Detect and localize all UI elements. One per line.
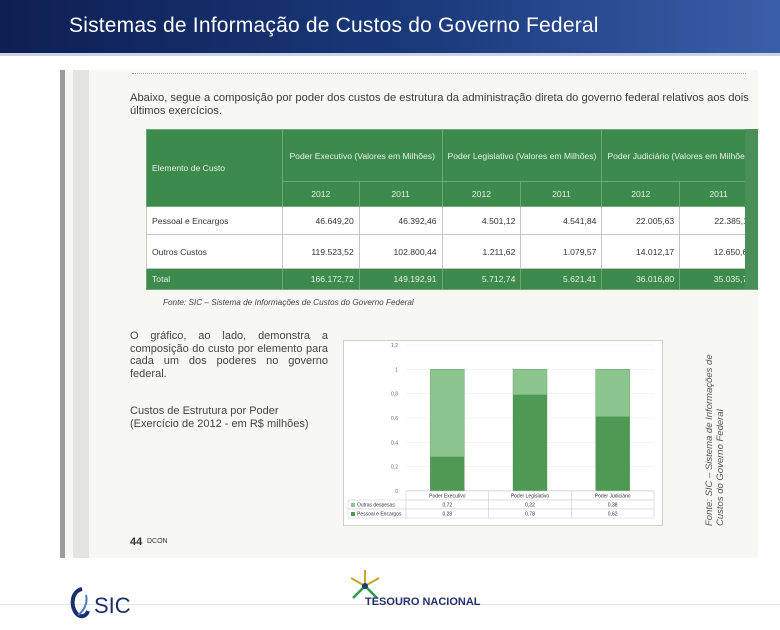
group-header-executivo: Poder Executivo (Valores em Milhões) [281,129,443,182]
year-header: 2011 [358,181,443,207]
bar-segment-outras [430,369,465,458]
data-label: 0,72 [442,503,452,509]
bar-segment-pessoal [512,394,548,492]
stacked-bar-chart: 0 0,2 0,4 0,6 0,8 1 1,2 Poder Executivo Poder Le… [343,340,663,526]
page-tag: DCON [147,538,168,545]
chart-source-vertical: Fonte: SIC – Sistema de Informações de C… [704,354,726,526]
legend-label: Outras despesas [357,503,395,509]
x-tick-label: Poder Executivo [429,494,466,500]
table-cell: 4.501,12 [441,206,522,235]
y-tick-label: 0,8 [391,392,398,398]
chart-svg: 0 0,2 0,4 0,6 0,8 1 1,2 Poder Executivo Poder Le… [347,343,655,519]
page-title: Sistemas de Informação de Custos do Gove… [69,14,599,37]
bar-segment-pessoal [595,416,630,492]
table-cell: 14.012,17 [601,234,681,269]
table-cell: 166.172,72 [281,268,360,290]
bar-segment-pessoal [430,456,465,492]
table-cell: 5.621,41 [520,268,603,290]
data-label: 0,28 [442,512,452,518]
sic-logo: SIC [70,585,144,626]
year-header: 2012 [601,181,681,207]
table-cell: 36.016,80 [601,268,681,290]
group-header-judiciario: Poder Judiciário (Valores em Milhões) [601,129,758,182]
year-header: 2011 [520,181,603,207]
legend-swatch [351,512,355,516]
svg-text:SIC: SIC [94,593,131,618]
chart-description: O gráfico, ao lado, demonstra a composiç… [130,330,328,380]
tesouro-nacional-wordmark: TESOURO NACIONAL [365,596,481,608]
cost-table: Elemento de Custo Poder Executivo (Valor… [146,129,758,290]
footer-divider [0,604,780,605]
row-label: Outros Custos [146,234,283,269]
table-cell: 149.192,91 [358,268,443,290]
row-label: Pessoal e Encargos [146,206,283,235]
year-header: 2012 [441,181,522,207]
page-number: 44 [130,536,143,548]
group-header-legislativo: Poder Legislativo (Valores em Milhões) [441,129,603,182]
page-green-edge [745,129,758,289]
x-tick-label: Poder Judiciário [595,494,631,500]
scanned-document-page: Abaixo, segue a composição por poder dos… [60,70,758,558]
data-cell [571,508,655,519]
top-dotted-rule [132,73,746,74]
page-binding-shadow [73,70,89,558]
header-divider [0,53,780,56]
chart-caption: Custos de Estrutura por Poder (Exercício… [130,405,309,430]
element-header: Elemento de Custo [146,129,283,207]
y-tick-label: 0,6 [391,416,398,422]
table-cell: 12.650,68 [679,234,758,269]
table-cell: 22.005,63 [601,206,681,235]
x-tick-label: Poder Legislativo [511,494,550,500]
table-cell: 119.523,52 [281,234,360,269]
data-label: 0,38 [608,503,618,509]
y-tick-label: 1 [395,367,398,373]
table-cell: 1.211,62 [441,234,522,269]
header-bar: Sistemas de Informação de Custos do Gove… [0,0,780,53]
legend-swatch [351,503,355,507]
table-cell: 102.800,44 [358,234,443,269]
legend-label: Pessoal e Encargos [357,512,402,518]
bar-segment-outras [595,369,630,417]
bar-segment-outras [512,369,548,396]
data-label: 0,22 [525,503,535,509]
intro-paragraph: Abaixo, segue a composição por poder dos… [130,92,749,117]
y-tick-label: 0,4 [391,440,398,446]
y-tick-label: 0,2 [391,465,398,471]
tesouro-nacional-symbol [345,568,385,609]
table-row: Pessoal e Encargos 46.649,20 46.392,46 4… [146,206,758,235]
year-header: 2012 [281,181,360,207]
table-cell: 46.649,20 [281,206,360,235]
data-label: 0,78 [525,512,535,518]
table-cell: 46.392,46 [358,206,443,235]
table-cell: 5.712,74 [441,268,522,290]
table-cell: 4.541,84 [520,206,603,235]
table-source-note: Fonte: SIC – Sistema de Informações de C… [163,298,414,307]
row-label: Total [146,268,283,290]
table-total-row: Total 166.172,72 149.192,91 5.712,74 5.6… [146,268,758,290]
page-binding-edge [60,70,65,558]
y-tick-label: 1,2 [391,343,398,349]
table-cell: 35.035,79 [679,268,758,290]
table-cell: 1.079,57 [520,234,603,269]
y-tick-label: 0 [395,489,398,495]
table-row: Outros Custos 119.523,52 102.800,44 1.21… [146,234,758,269]
year-header: 2011 [679,181,758,207]
data-label: 0,62 [608,512,618,518]
